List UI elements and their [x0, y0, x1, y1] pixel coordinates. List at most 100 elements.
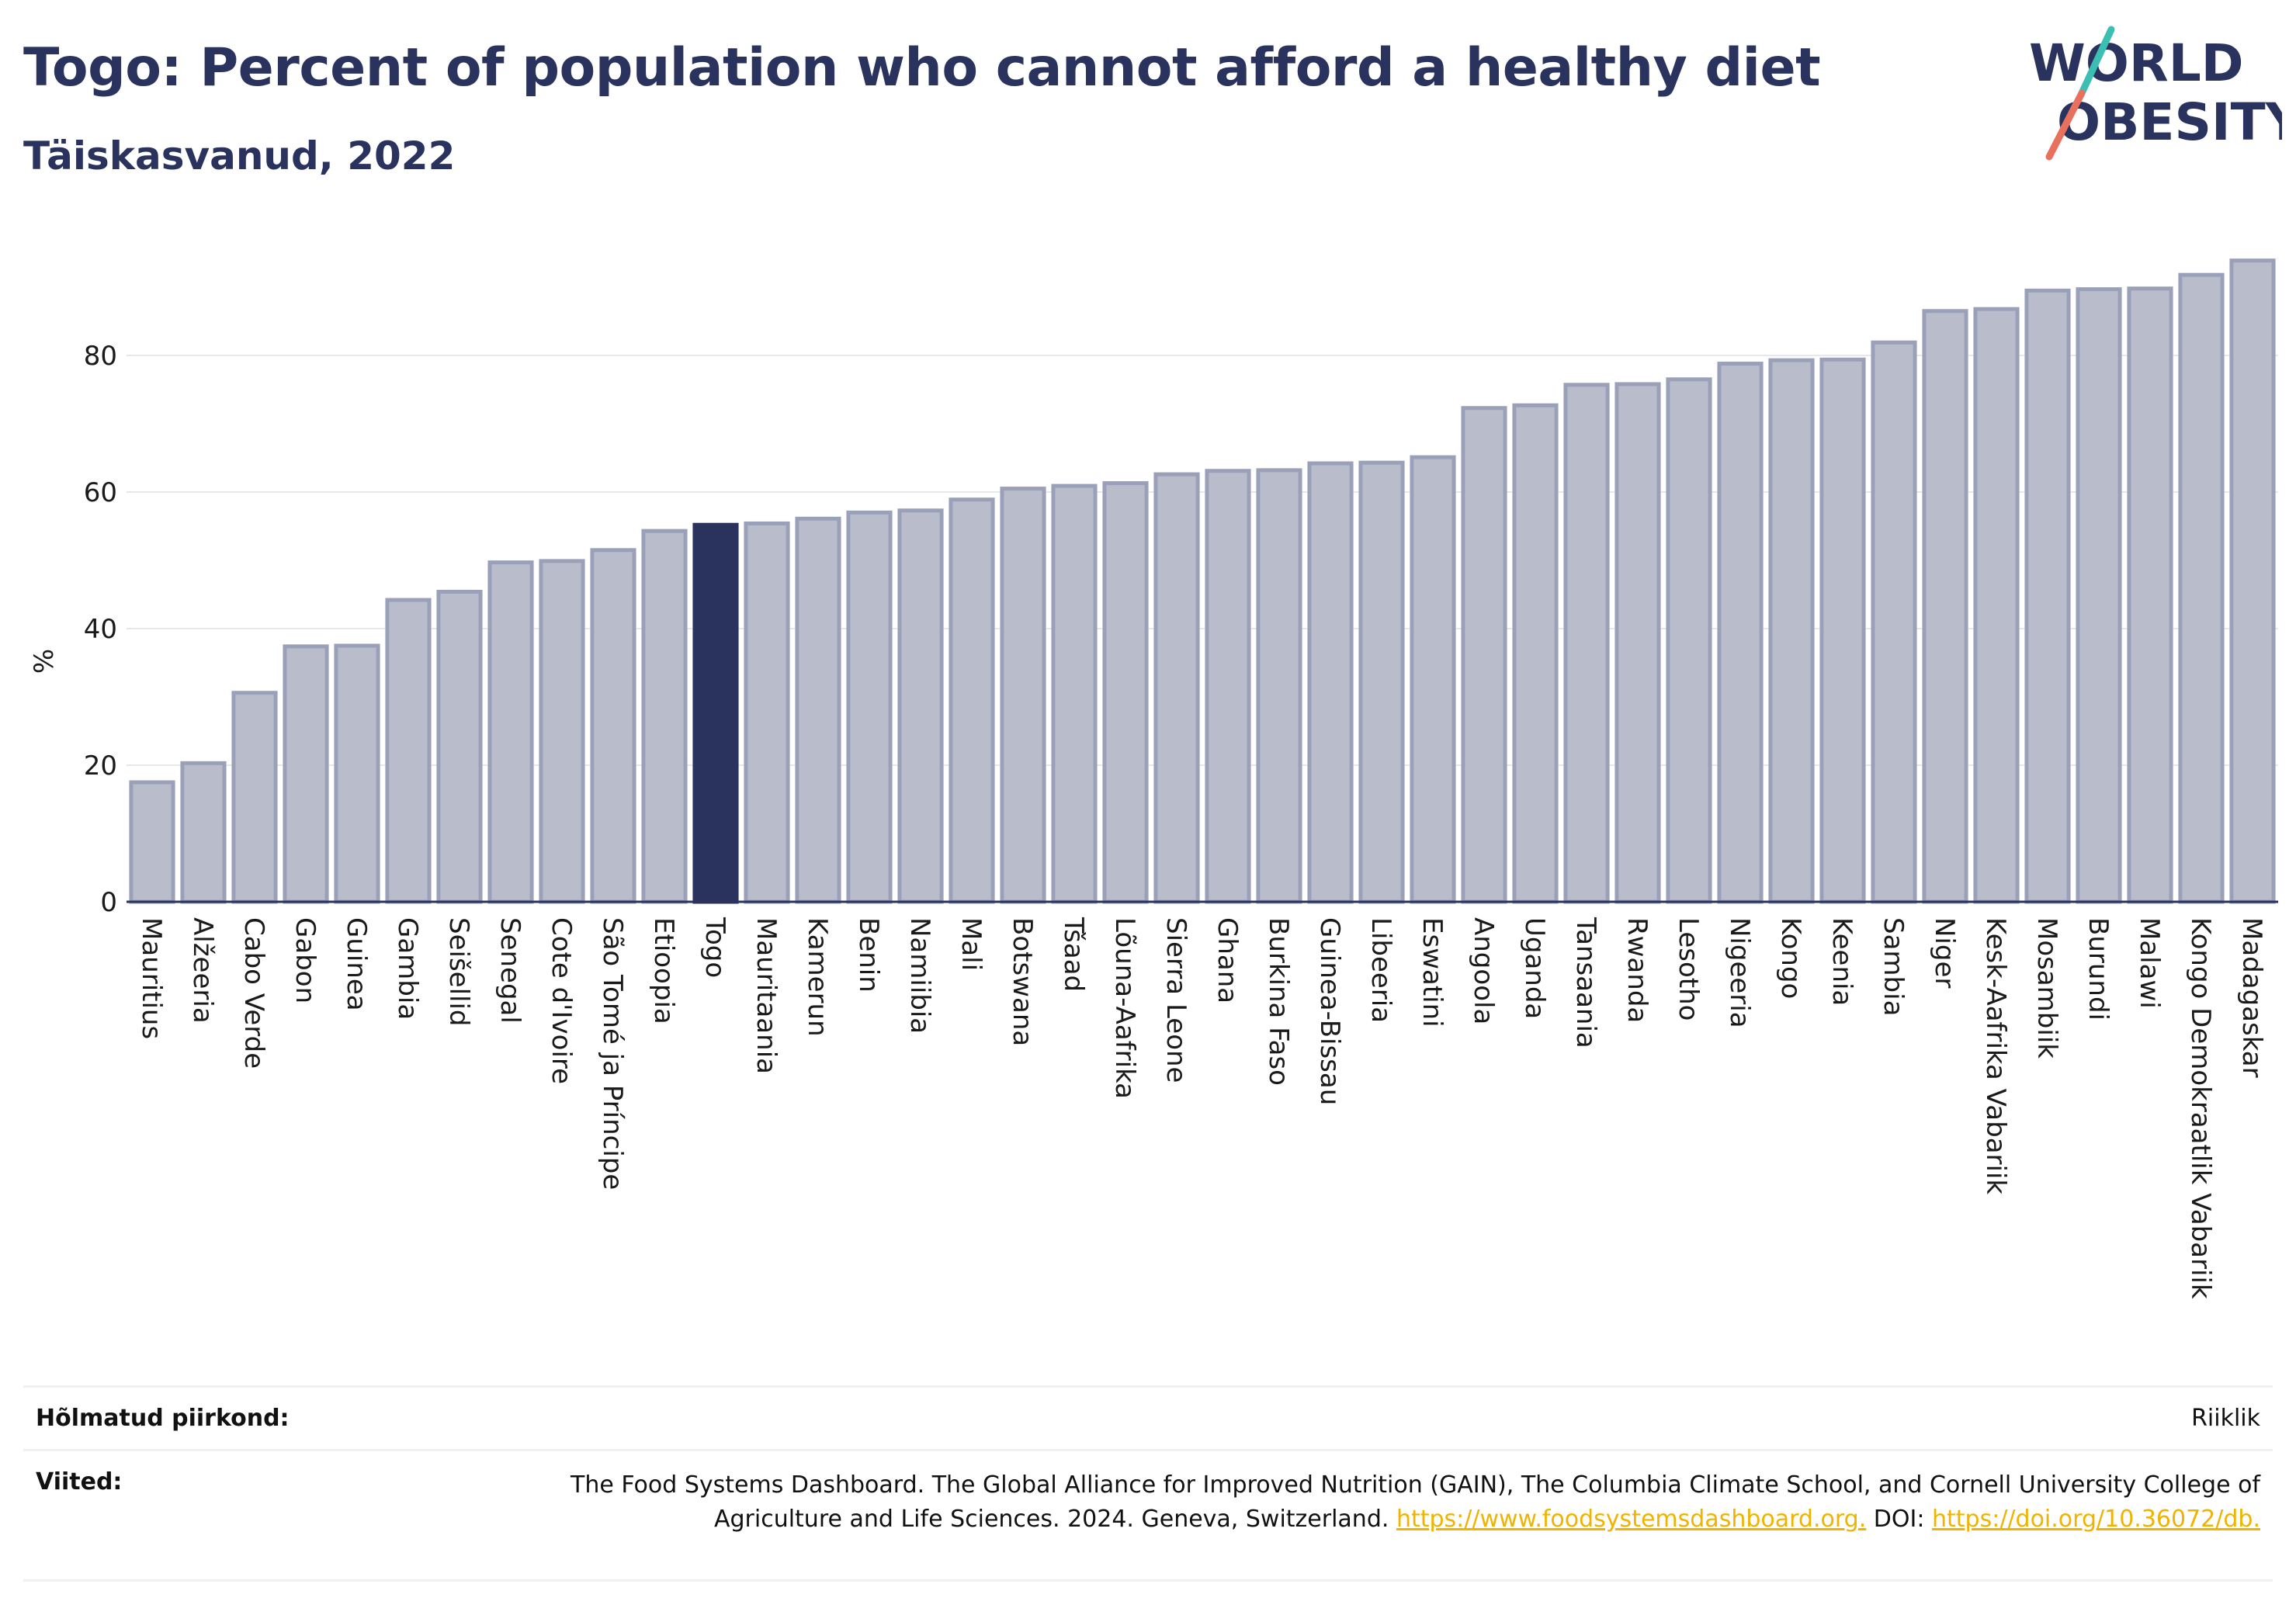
bar[interactable]	[436, 589, 483, 904]
logo-line2: OBESITY	[2057, 92, 2282, 152]
bar[interactable]	[231, 691, 278, 904]
x-tick-label: Sierra Leone	[1160, 917, 1191, 1083]
x-tick-label: Seišellid	[443, 917, 474, 1027]
x-tick-label: Tšaad	[1058, 917, 1089, 992]
bar[interactable]	[949, 497, 995, 904]
chart-title: Togo: Percent of population who cannot a…	[23, 37, 1821, 99]
bar[interactable]	[1768, 358, 1815, 904]
bar[interactable]	[2127, 286, 2173, 904]
x-tick-label: Benin	[853, 917, 884, 993]
bar[interactable]	[795, 516, 841, 904]
x-tick-label: Namiibia	[904, 917, 935, 1034]
x-tick-label: Senegal	[494, 917, 525, 1024]
bars	[129, 258, 2276, 904]
bar[interactable]	[1614, 382, 1661, 904]
x-tick-label: Uganda	[1519, 917, 1550, 1019]
x-tick-label: Mauritaania	[751, 917, 782, 1074]
bar-highlight[interactable]	[692, 522, 739, 904]
bar[interactable]	[129, 780, 175, 904]
x-tick-label: Eswatini	[1417, 917, 1448, 1028]
x-tick-label: Cote d'Ivoire	[546, 917, 577, 1084]
x-tick-label: Gabon	[290, 917, 321, 1003]
y-tick-label: 40	[84, 614, 117, 645]
x-tick-label: Malawi	[2134, 917, 2165, 1009]
x-tick-label: Guinea	[341, 917, 372, 1011]
bar[interactable]	[180, 761, 227, 904]
chart-subtitle: Täiskasvanud, 2022	[23, 133, 456, 178]
bar[interactable]	[487, 560, 534, 904]
bar[interactable]	[385, 598, 432, 904]
bar[interactable]	[1717, 362, 1764, 904]
bar[interactable]	[2024, 288, 2071, 904]
y-tick-label: 20	[84, 750, 117, 782]
x-tick-label: Togo	[699, 917, 730, 978]
bar[interactable]	[1461, 406, 1507, 904]
bar[interactable]	[1051, 483, 1098, 904]
references-row: Viited: The Food Systems Dashboard. The …	[23, 1468, 2273, 1577]
x-tick-label: Keenia	[1826, 917, 1857, 1006]
bar[interactable]	[2178, 272, 2225, 904]
bar[interactable]	[1871, 340, 1917, 904]
references-body: The Food Systems Dashboard. The Global A…	[571, 1471, 2260, 1533]
x-tick-label: Cabo Verde	[238, 917, 269, 1069]
x-tick-label: Mauritius	[136, 917, 167, 1039]
x-tick-label: Kesk-Aafrika Vabariik	[1980, 917, 2011, 1194]
logo-line1: WORLD	[2029, 33, 2244, 93]
axes: 0 20 40 60 80 Mauritius Alžeeria Cabo Verde Gabo…	[84, 341, 2278, 1299]
bar[interactable]	[744, 521, 790, 904]
coverage-value: Riiklik	[2191, 1405, 2260, 1432]
footer-divider-mid	[23, 1449, 2273, 1451]
doi-link[interactable]: https://doi.org/10.36072/db.	[1932, 1506, 2260, 1533]
bar[interactable]	[641, 529, 688, 904]
x-tick-label: Botswana	[1007, 917, 1038, 1046]
bar[interactable]	[1410, 455, 1456, 904]
bar[interactable]	[1819, 357, 1866, 904]
bar[interactable]	[1256, 468, 1302, 904]
bar[interactable]	[1102, 481, 1149, 904]
bar[interactable]	[1205, 469, 1251, 904]
bar[interactable]	[334, 643, 380, 904]
x-tick-label: Nigeeria	[1724, 917, 1755, 1028]
y-tick-label: 0	[100, 887, 117, 918]
logo-slash-coral	[2045, 89, 2086, 161]
bar[interactable]	[1000, 487, 1046, 904]
bar[interactable]	[1512, 403, 1559, 904]
bar[interactable]	[1153, 472, 1200, 904]
references-doi-label: DOI:	[1866, 1506, 1932, 1533]
x-tick-label: Ghana	[1212, 917, 1243, 1003]
coverage-row: Hõlmatud piirkond: Riiklik	[23, 1405, 2273, 1451]
x-tick-label: Mali	[956, 917, 987, 971]
y-tick-label: 80	[84, 341, 117, 372]
coverage-label: Hõlmatud piirkond:	[36, 1405, 290, 1432]
x-tick-label: Mosambiik	[2031, 917, 2062, 1059]
x-tick-label: Madagaskar	[2236, 917, 2267, 1078]
bar[interactable]	[1666, 377, 1712, 904]
footer-divider-top	[23, 1385, 2273, 1388]
footer-divider-bottom	[23, 1579, 2273, 1582]
x-tick-label: Etioopia	[648, 917, 679, 1024]
bar[interactable]	[2076, 287, 2122, 904]
bar[interactable]	[1973, 307, 2020, 904]
x-tick-label: São Tomé ja Príncipe	[597, 917, 628, 1190]
bar[interactable]	[897, 508, 944, 904]
x-tick-label: Gambia	[392, 917, 423, 1020]
bar[interactable]	[590, 548, 636, 904]
bar[interactable]	[539, 559, 585, 904]
dashboard-link[interactable]: https://www.foodsystemsdashboard.org.	[1396, 1506, 1867, 1533]
bar[interactable]	[1307, 461, 1354, 904]
x-tick-label: Lesotho	[1673, 917, 1704, 1021]
bar[interactable]	[1922, 309, 1968, 904]
references-label: Viited:	[36, 1468, 123, 1495]
x-tick-label: Burkina Faso	[1263, 917, 1294, 1086]
bar[interactable]	[1563, 383, 1610, 904]
x-tick-label: Libeeria	[1365, 917, 1396, 1023]
bar[interactable]	[283, 644, 329, 904]
x-tick-label: Rwanda	[1621, 917, 1653, 1023]
bar-chart: 0 20 40 60 80 Mauritius Alžeeria Cabo Verde Gabo…	[29, 258, 2278, 1299]
x-tick-label: Kongo	[1775, 917, 1806, 999]
bar[interactable]	[2229, 258, 2276, 904]
y-tick-label: 60	[84, 477, 117, 508]
bar[interactable]	[846, 510, 893, 904]
bar[interactable]	[1358, 460, 1405, 904]
gridlines	[127, 355, 2278, 766]
